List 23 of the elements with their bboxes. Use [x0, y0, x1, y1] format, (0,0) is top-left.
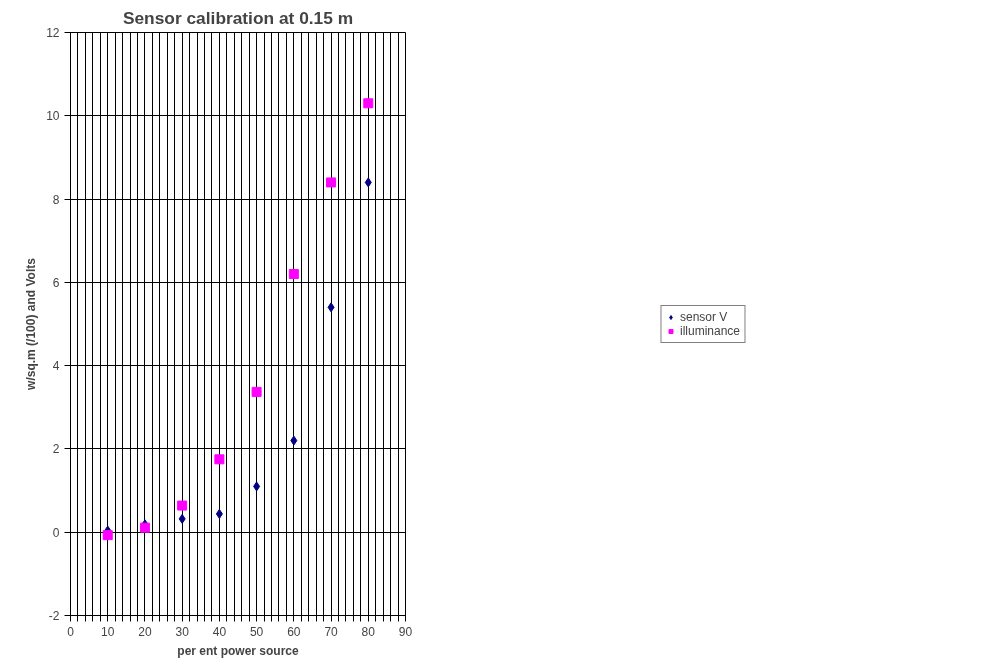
y-tick-label: 0 [52, 525, 60, 540]
x-tick-label: 90 [398, 624, 413, 639]
x-tick-label: 50 [249, 624, 264, 639]
x-tick-label: 20 [138, 624, 152, 639]
x-axis-title: per ent power source [177, 643, 300, 658]
y-tick-label: 8 [52, 192, 60, 207]
legend-label: sensor V [679, 309, 728, 324]
y-axis-title: w/sq.m (/100) and Volts [24, 257, 39, 391]
x-tick-label: 40 [212, 624, 227, 639]
x-tick-label: 0 [67, 624, 75, 639]
y-tick-label: 12 [46, 26, 60, 40]
x-tick-label: 70 [324, 624, 339, 639]
y-tick-label: 4 [52, 359, 60, 374]
x-tick-label: 10 [101, 624, 115, 639]
chart-title: Sensor calibration at 0.15 m [122, 7, 354, 28]
y-tick-label: 10 [46, 109, 60, 124]
y-tick-label: 2 [52, 442, 60, 457]
y-tick-label: 6 [52, 275, 60, 290]
y-tick-label: -2 [48, 609, 60, 623]
legend-label: illuminance [679, 323, 741, 338]
x-tick-label: 30 [175, 624, 190, 639]
x-tick-label: 80 [361, 624, 376, 639]
x-tick-label: 60 [287, 624, 301, 639]
